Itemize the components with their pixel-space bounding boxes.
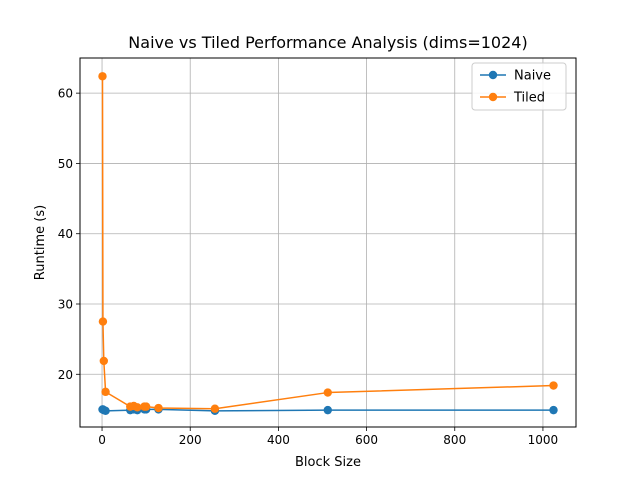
data-point-tiled: [98, 72, 107, 81]
legend-marker-naive: [488, 70, 498, 80]
data-point-tiled: [549, 381, 558, 390]
data-point-tiled: [99, 356, 109, 366]
data-point-naive: [549, 405, 558, 415]
y-tick-label: 30: [58, 298, 73, 312]
data-point-tiled: [101, 387, 110, 397]
data-point-tiled: [133, 403, 142, 412]
series-layer: [98, 72, 558, 416]
legend-marker-tiled: [488, 92, 498, 102]
data-point-tiled: [141, 402, 151, 411]
x-tick-label: 1000: [528, 433, 559, 447]
y-tick-label: 60: [58, 87, 73, 101]
data-point-naive: [101, 406, 110, 416]
data-point-tiled: [323, 388, 332, 397]
y-tick-label: 40: [58, 227, 73, 241]
x-tick-label: 0: [98, 433, 106, 447]
y-tick-label: 50: [58, 157, 73, 171]
chart-title: Naive vs Tiled Performance Analysis (dim…: [128, 33, 527, 52]
data-point-naive: [323, 405, 332, 415]
x-tick-label: 400: [267, 433, 290, 447]
legend-label-tiled: Tiled: [513, 91, 545, 106]
legend-label-naive: Naive: [514, 69, 551, 84]
data-point-tiled: [210, 404, 220, 413]
x-axis-label: Block Size: [295, 455, 361, 470]
x-tick-label: 800: [443, 433, 466, 447]
y-axis-label: Runtime (s): [33, 205, 48, 280]
data-point-tiled: [98, 317, 108, 326]
plot-frame: [79, 57, 577, 428]
x-tick-label: 200: [179, 433, 202, 447]
data-point-tiled: [154, 403, 163, 413]
tick-layer: 0 200 400 600 800 1000 20 30 40 50 60: [58, 87, 558, 447]
legend: Naive Tiled: [471, 62, 567, 111]
y-tick-label: 20: [58, 368, 73, 382]
x-tick-label: 600: [355, 433, 378, 447]
